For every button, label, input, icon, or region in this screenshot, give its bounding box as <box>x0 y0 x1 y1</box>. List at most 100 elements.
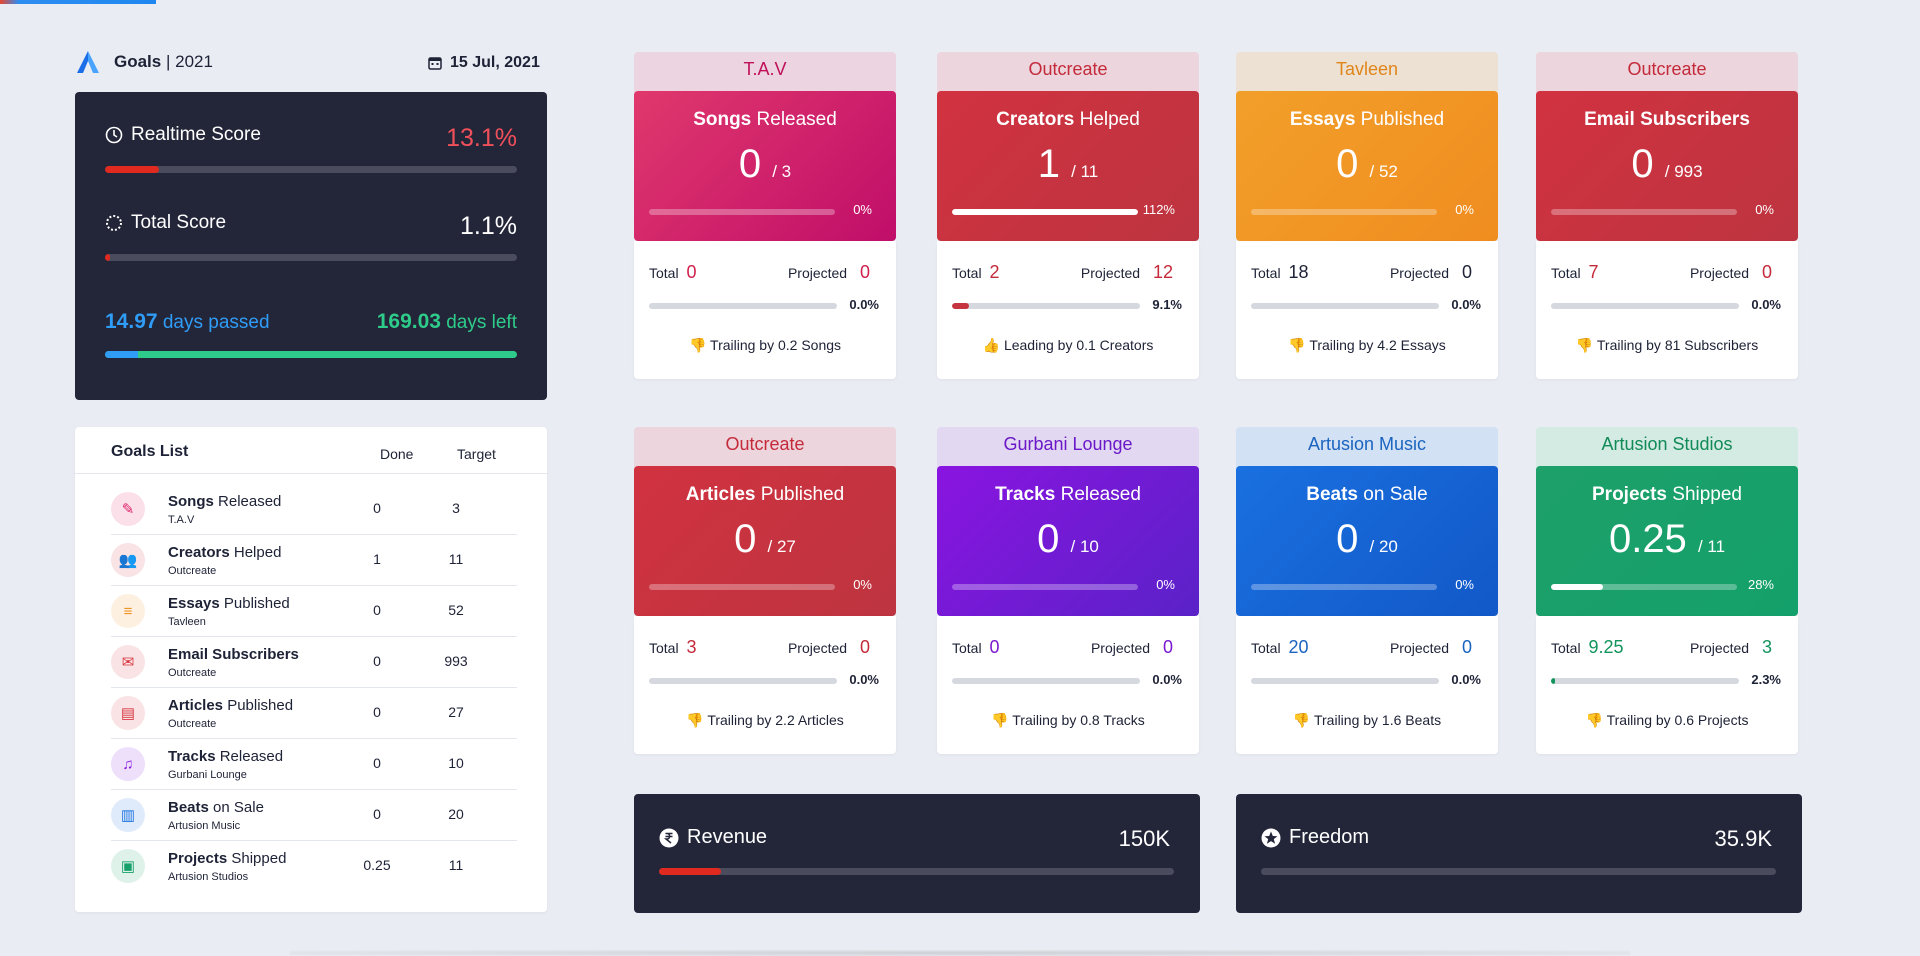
goal-done: 0 <box>373 755 381 771</box>
presentation-icon: ▣ <box>111 849 145 883</box>
card-total: Total 20 <box>1251 637 1309 657</box>
card-goal-value: 0 / 52 <box>1336 142 1398 186</box>
card-goal-value: 0 / 993 <box>1631 142 1703 186</box>
total-score-value: 1.1% <box>460 212 517 240</box>
goal-card[interactable]: Outcreate Creators Helped 1 / 11 112% To… <box>937 52 1199 379</box>
goal-card[interactable]: Artusion Music Beats on Sale 0 / 20 0% T… <box>1236 427 1498 754</box>
goals-list-item[interactable]: ✉ Email Subscribers Outcreate 0 993 <box>111 637 517 688</box>
goal-owner: Artusion Music <box>168 820 241 832</box>
card-projection-bar <box>1251 303 1439 309</box>
card-main: Articles Published 0 / 27 0% <box>634 466 896 616</box>
card-stats: Total 7 Projected 0 0.0% 👎 Trailing by 8… <box>1536 241 1798 379</box>
card-stats: Total 3 Projected 0 0.0% 👎 Trailing by 2… <box>634 616 896 754</box>
card-projection-bar <box>1551 303 1739 309</box>
goal-done: 0 <box>373 500 381 516</box>
card-projected: Projected 12 <box>1080 262 1173 282</box>
goal-owner: Outcreate <box>168 718 217 730</box>
card-projected: Projected 0 <box>1090 637 1173 657</box>
thumbs-down-icon: 👎 <box>991 712 1009 728</box>
goal-card[interactable]: Tavleen Essays Published 0 / 52 0% Total… <box>1236 52 1498 379</box>
goal-card[interactable]: Artusion Studios Projects Shipped 0.25 /… <box>1536 427 1798 754</box>
card-total: Total 3 <box>649 637 697 657</box>
goal-card[interactable]: Outcreate Articles Published 0 / 27 0% T… <box>634 427 896 754</box>
card-projected: Projected 0 <box>1389 262 1472 282</box>
goal-card[interactable]: Outcreate Email Subscribers 0 / 993 0% T… <box>1536 52 1798 379</box>
goals-list-item[interactable]: ♫ Tracks Released Gurbani Lounge 0 10 <box>111 739 517 790</box>
revenue-bar <box>659 868 1174 875</box>
card-stats: Total 18 Projected 0 0.0% 👎 Trailing by … <box>1236 241 1498 379</box>
card-progress-percent: 28% <box>1747 577 1774 592</box>
card-progress-percent: 0% <box>853 202 872 217</box>
freedom-panel: Freedom 35.9K <box>1236 794 1802 913</box>
app-brand[interactable]: Goals | 2021 <box>76 50 213 74</box>
card-main: Creators Helped 1 / 11 112% <box>937 91 1199 241</box>
goal-owner: Outcreate <box>168 667 217 679</box>
goal-name: Songs Released <box>168 493 282 510</box>
card-projection-percent: 0.0% <box>849 672 879 687</box>
card-total: Total 18 <box>1251 262 1309 282</box>
card-progress-percent: 0% <box>1156 577 1175 592</box>
card-projected: Projected 0 <box>1689 262 1772 282</box>
card-main: Beats on Sale 0 / 20 0% <box>1236 466 1498 616</box>
card-stats: Total 20 Projected 0 0.0% 👎 Trailing by … <box>1236 616 1498 754</box>
card-progress-bar <box>649 584 835 590</box>
thumbs-down-icon: 👎 <box>1575 337 1594 353</box>
card-projection-bar <box>952 303 1140 309</box>
thumbs-up-icon: 👍 <box>982 337 1001 353</box>
days-progress-bar <box>105 351 517 358</box>
card-main: Tracks Released 0 / 10 0% <box>937 466 1199 616</box>
goal-card[interactable]: Gurbani Lounge Tracks Released 0 / 10 0%… <box>937 427 1199 754</box>
goals-list-item[interactable]: ≡ Essays Published Tavleen 0 52 <box>111 586 517 637</box>
goals-list-item[interactable]: 👥 Creators Helped Outcreate 1 11 <box>111 535 517 586</box>
goals-list-header: Goals List Done Target <box>75 427 547 474</box>
pen-icon: ✎ <box>111 492 145 526</box>
card-goal-name: Creators Helped <box>996 109 1140 130</box>
card-progress-percent: 112% <box>1142 202 1175 217</box>
realtime-score-bar <box>105 166 517 173</box>
goals-list-item[interactable]: ▤ Articles Published Outcreate 0 27 <box>111 688 517 739</box>
goal-done: 0 <box>373 602 381 618</box>
card-trail-status: 👎 Trailing by 0.6 Projects <box>1585 712 1749 728</box>
goal-name: Creators Helped <box>168 544 282 561</box>
goal-card[interactable]: T.A.V Songs Released 0 / 3 0% Total 0 Pr… <box>634 52 896 379</box>
goal-done: 0 <box>373 806 381 822</box>
card-stats: Total 9.25 Projected 3 2.3% 👎 Trailing b… <box>1536 616 1798 754</box>
goal-owner: Artusion Studios <box>168 871 249 883</box>
bottom-shadow <box>290 950 1630 956</box>
card-goal-name: Projects Shipped <box>1592 484 1742 505</box>
card-trail-status: 👎 Trailing by 4.2 Essays <box>1288 337 1446 353</box>
card-trail-status: 👎 Trailing by 81 Subscribers <box>1575 337 1759 353</box>
card-goal-name: Beats on Sale <box>1306 484 1428 505</box>
card-trail-status: 👎 Trailing by 1.6 Beats <box>1292 712 1442 728</box>
total-score-bar <box>105 254 517 261</box>
card-goal-value: 0 / 20 <box>1336 517 1398 561</box>
card-progress-percent: 0% <box>1455 202 1474 217</box>
goal-name: Beats on Sale <box>168 799 264 816</box>
goals-list-title: Goals List <box>111 443 189 460</box>
current-date[interactable]: 15 Jul, 2021 <box>428 54 540 72</box>
total-score-label: Total Score <box>131 212 227 233</box>
goals-list-item[interactable]: ▥ Beats on Sale Artusion Music 0 20 <box>111 790 517 841</box>
days-passed: 14.97 days passed <box>105 310 270 333</box>
goal-name: Email Subscribers <box>168 646 299 663</box>
goal-target: 20 <box>448 806 464 822</box>
card-goal-name: Email Subscribers <box>1584 109 1750 130</box>
card-main: Email Subscribers 0 / 993 0% <box>1536 91 1798 241</box>
goals-list-item[interactable]: ✎ Songs Released T.A.V 0 3 <box>111 484 517 535</box>
revenue-value: 150K <box>1118 826 1170 851</box>
days-left: 169.03 days left <box>376 310 517 333</box>
card-stats: Total 0 Projected 0 0.0% 👎 Trailing by 0… <box>634 241 896 379</box>
card-goal-value: 0 / 10 <box>1037 517 1099 561</box>
thumbs-down-icon: 👎 <box>1288 337 1306 353</box>
freedom-label: Freedom <box>1289 826 1370 848</box>
card-projection-percent: 0.0% <box>1751 297 1781 312</box>
goals-list-item[interactable]: ▣ Projects Shipped Artusion Studios 0.25… <box>111 841 517 891</box>
card-progress-bar <box>1251 209 1437 215</box>
card-goal-value: 0 / 27 <box>734 517 796 561</box>
card-projection-bar <box>1551 678 1739 684</box>
card-trail-status: 👎 Trailing by 0.8 Tracks <box>991 712 1145 728</box>
card-projection-percent: 0.0% <box>1152 672 1182 687</box>
goal-owner: T.A.V <box>168 514 195 526</box>
card-projected: Projected 0 <box>1389 637 1472 657</box>
goal-target: 993 <box>444 653 468 669</box>
